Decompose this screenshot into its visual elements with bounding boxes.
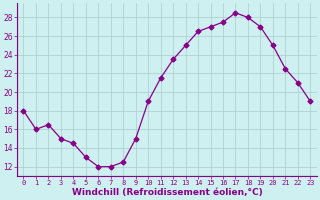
X-axis label: Windchill (Refroidissement éolien,°C): Windchill (Refroidissement éolien,°C) (72, 188, 262, 197)
